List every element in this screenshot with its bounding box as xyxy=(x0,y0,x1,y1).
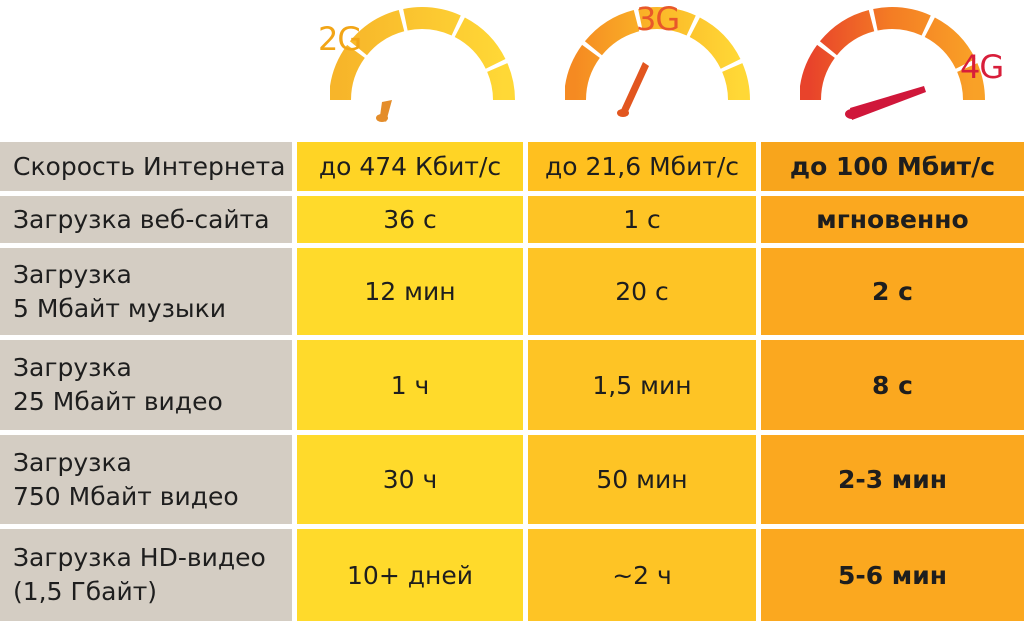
speedometer-3g-icon xyxy=(565,7,750,117)
cell-2g: 1 ч xyxy=(297,340,528,435)
cell-4g: до 100 Мбит/с xyxy=(761,142,1024,196)
cell-2g: 30 ч xyxy=(297,435,528,529)
row-label: Загрузка HD-видео (1,5 Гбайт) xyxy=(0,529,297,621)
row-label-line1: Загрузка xyxy=(13,447,132,477)
table-row: Загрузка HD-видео (1,5 Гбайт) 10+ дней ~2… xyxy=(0,529,1024,621)
cell-2g: до 474 Кбит/с xyxy=(297,142,528,196)
gauge-label-2g: 2G xyxy=(318,20,362,58)
speedometer-4g-icon xyxy=(800,7,985,120)
gauge-2g xyxy=(330,0,520,135)
cell-3g: 1,5 мин xyxy=(528,340,761,435)
cell-4g: мгновенно xyxy=(761,196,1024,248)
row-label-line1: Загрузка xyxy=(13,259,132,289)
table-row: Загрузка 750 Мбайт видео 30 ч 50 мин 2-3 … xyxy=(0,435,1024,529)
gauge-label-4g: 4G xyxy=(960,48,1004,86)
cell-4g: 2 с xyxy=(761,248,1024,340)
gauge-label-3g: 3G xyxy=(636,0,680,38)
table-row: Загрузка веб-сайта 36 с 1 с мгновенно xyxy=(0,196,1024,248)
speedometer-2g-icon xyxy=(330,7,515,122)
cell-4g: 8 с xyxy=(761,340,1024,435)
cell-2g: 10+ дней xyxy=(297,529,528,621)
gauge-3g xyxy=(565,0,755,135)
row-label: Загрузка 25 Мбайт видео xyxy=(0,340,297,435)
row-label-line1: Загрузка xyxy=(13,353,132,382)
row-label-line2: 5 Мбайт музыки xyxy=(13,293,226,323)
row-label: Загрузка веб-сайта xyxy=(0,196,297,248)
row-label-line2: 25 Мбайт видео xyxy=(13,387,223,416)
cell-3g: до 21,6 Мбит/с xyxy=(528,142,761,196)
table-row: Загрузка 25 Мбайт видео 1 ч 1,5 мин 8 с xyxy=(0,340,1024,435)
table-row: Скорость Интернета до 474 Кбит/с до 21,6… xyxy=(0,142,1024,196)
cell-3g: 1 с xyxy=(528,196,761,248)
row-label: Скорость Интернета xyxy=(0,142,297,196)
cell-3g: ~2 ч xyxy=(528,529,761,621)
cell-4g: 2-3 мин xyxy=(761,435,1024,529)
cell-2g: 36 с xyxy=(297,196,528,248)
table-row: Загрузка 5 Мбайт музыки 12 мин 20 с 2 с xyxy=(0,248,1024,340)
row-label: Загрузка 750 Мбайт видео xyxy=(0,435,297,529)
cell-2g: 12 мин xyxy=(297,248,528,340)
cell-4g: 5-6 мин xyxy=(761,529,1024,621)
comparison-table: Скорость Интернета до 474 Кбит/с до 21,6… xyxy=(0,142,1024,621)
gauge-4g xyxy=(800,0,990,135)
row-label-line2: 750 Мбайт видео xyxy=(13,481,239,511)
cell-3g: 20 с xyxy=(528,248,761,340)
row-label-line1: Загрузка HD-видео xyxy=(13,543,266,572)
row-label-line2: (1,5 Гбайт) xyxy=(13,577,158,606)
cell-3g: 50 мин xyxy=(528,435,761,529)
row-label: Загрузка 5 Мбайт музыки xyxy=(0,248,297,340)
